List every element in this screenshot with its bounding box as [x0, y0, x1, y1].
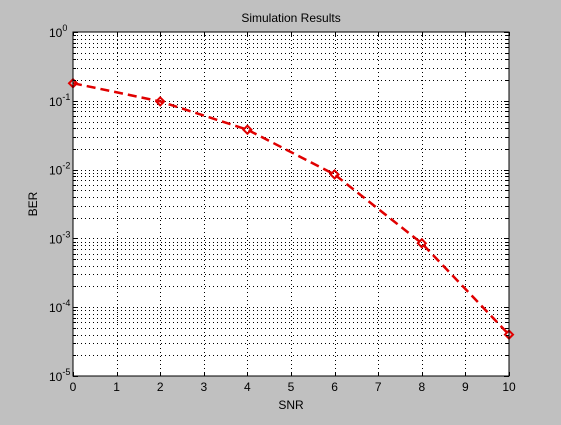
- x-tick-label: 8: [418, 380, 425, 394]
- y-tick-label: 10-2: [49, 161, 70, 178]
- y-tick-label: 100: [49, 23, 67, 40]
- x-tick-label: 3: [200, 380, 207, 394]
- x-tick-label: 2: [157, 380, 164, 394]
- data-point-marker: [416, 237, 428, 249]
- y-tick-label: 10-1: [49, 92, 70, 109]
- x-tick-label: 0: [70, 380, 77, 394]
- x-tick-label: 7: [375, 380, 382, 394]
- data-point-marker: [241, 124, 253, 136]
- x-axis-label: SNR: [278, 398, 304, 412]
- x-tick-label: 6: [331, 380, 338, 394]
- tick-marks: [73, 32, 510, 377]
- y-axis-label: BER: [26, 191, 40, 216]
- series-line: [72, 81, 510, 336]
- chart-title: Simulation Results: [241, 11, 340, 25]
- x-tick-label: 10: [502, 380, 516, 394]
- x-tick-label: 1: [113, 380, 120, 394]
- grid-lines: [73, 32, 509, 376]
- y-tick-label: 10-4: [49, 298, 70, 315]
- data-point-marker: [154, 95, 166, 107]
- y-tick-label: 10-5: [49, 367, 70, 384]
- x-tick-label: 4: [244, 380, 251, 394]
- x-tick-label: 9: [462, 380, 469, 394]
- data-point-marker: [329, 169, 341, 180]
- y-tick-labels: 10-5 10-4 10-3 10-2 10-1 100: [49, 23, 70, 384]
- x-tick-labels: 0 1 2 3 4 5 6 7 8 9 10: [70, 380, 516, 394]
- x-tick-label: 5: [288, 380, 295, 394]
- y-tick-label: 10-3: [49, 229, 70, 246]
